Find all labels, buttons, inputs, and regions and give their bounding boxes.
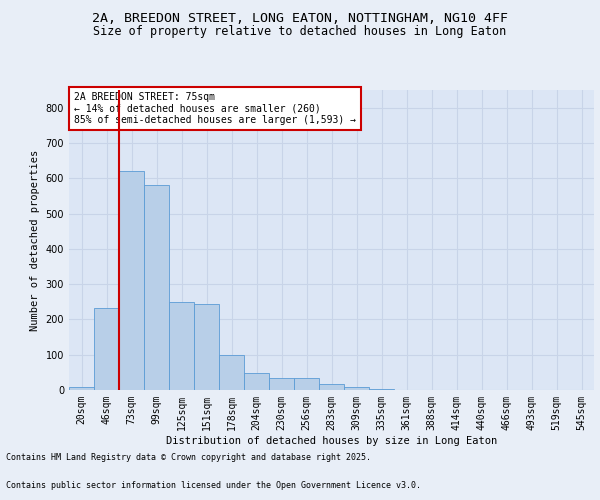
Bar — [144, 186, 169, 390]
Bar — [219, 354, 244, 390]
Y-axis label: Number of detached properties: Number of detached properties — [30, 150, 40, 330]
X-axis label: Distribution of detached houses by size in Long Eaton: Distribution of detached houses by size … — [166, 436, 497, 446]
Bar — [244, 373, 269, 390]
Bar — [294, 378, 319, 390]
Bar — [194, 304, 219, 390]
Bar — [119, 171, 144, 390]
Bar — [319, 384, 344, 390]
Text: 2A, BREEDON STREET, LONG EATON, NOTTINGHAM, NG10 4FF: 2A, BREEDON STREET, LONG EATON, NOTTINGH… — [92, 12, 508, 26]
Bar — [69, 387, 94, 390]
Bar — [344, 387, 369, 390]
Text: Contains public sector information licensed under the Open Government Licence v3: Contains public sector information licen… — [6, 481, 421, 490]
Bar — [269, 378, 294, 390]
Bar — [94, 308, 119, 390]
Text: Size of property relative to detached houses in Long Eaton: Size of property relative to detached ho… — [94, 25, 506, 38]
Text: 2A BREEDON STREET: 75sqm
← 14% of detached houses are smaller (260)
85% of semi-: 2A BREEDON STREET: 75sqm ← 14% of detach… — [74, 92, 356, 124]
Bar — [369, 389, 394, 390]
Bar — [169, 302, 194, 390]
Text: Contains HM Land Registry data © Crown copyright and database right 2025.: Contains HM Land Registry data © Crown c… — [6, 454, 371, 462]
